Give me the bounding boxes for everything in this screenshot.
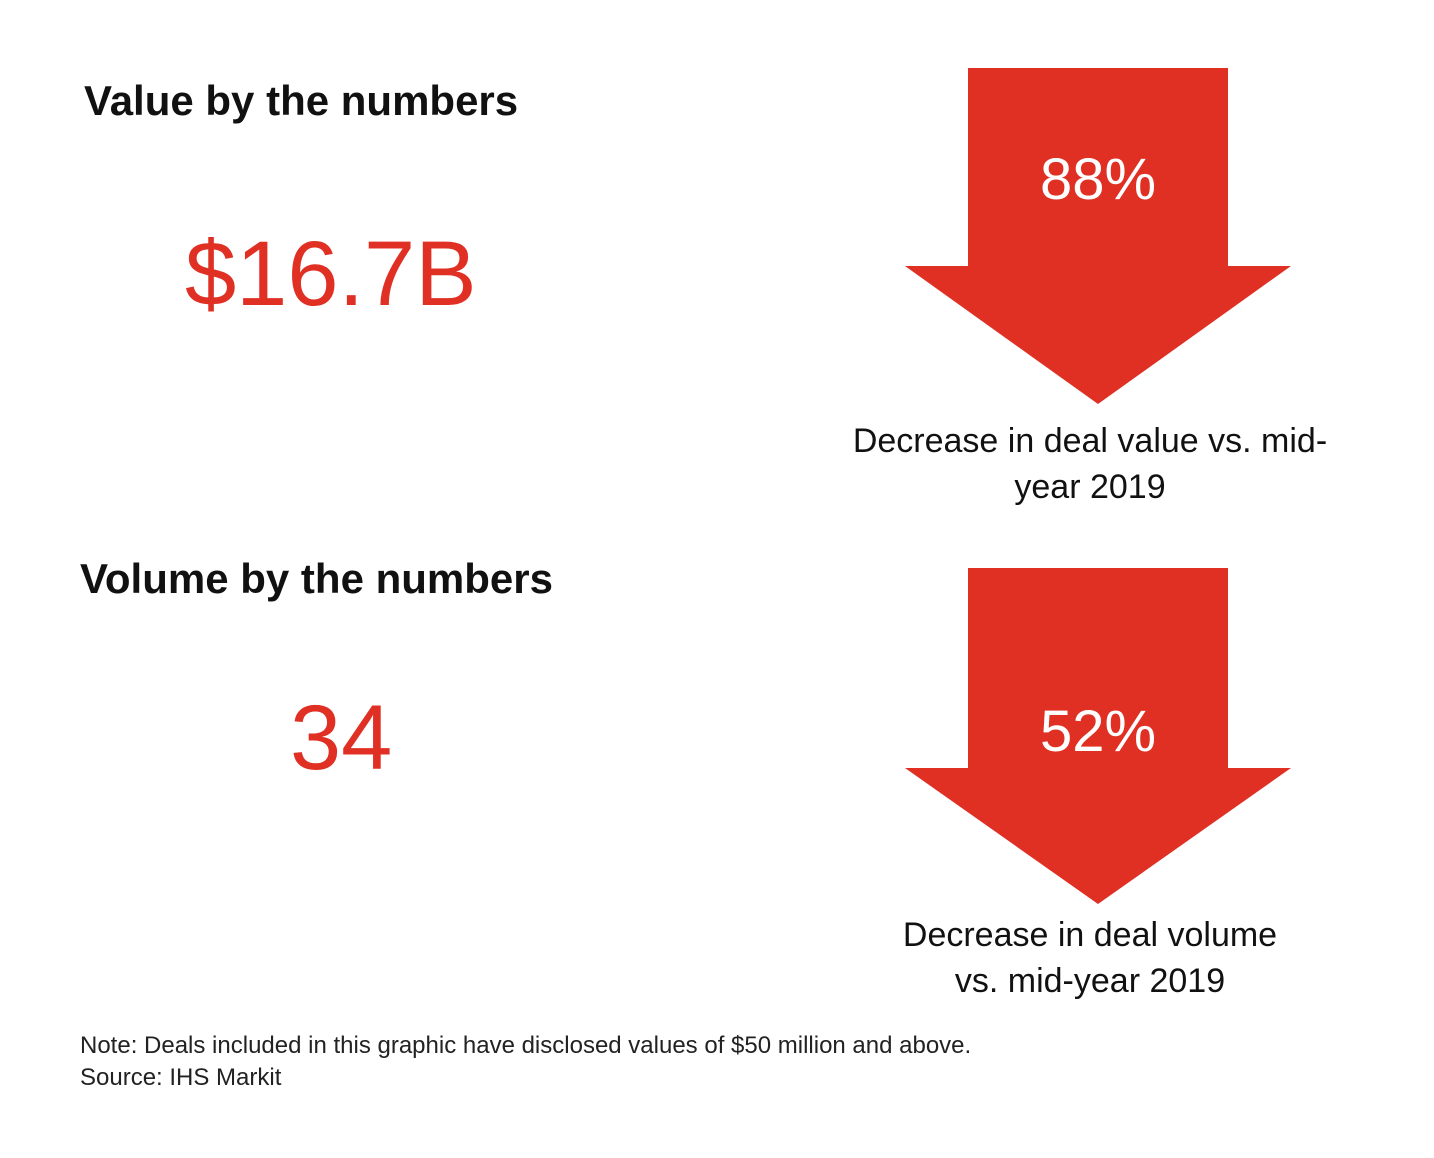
value-caption-line-1: Decrease in deal value vs. mid- — [852, 422, 1328, 460]
volume-section-heading: Volume by the numbers — [80, 555, 553, 602]
down-arrow-icon — [905, 68, 1291, 404]
footnote-source: Source: IHS Markit — [80, 1064, 282, 1091]
volume-caption-line-1: Decrease in deal volume — [902, 916, 1278, 954]
value-caption-line-2: year 2019 — [1014, 468, 1166, 506]
value-decrease-caption: Decrease in deal value vs. mid- year 201… — [810, 418, 1370, 510]
volume-caption-line-2: vs. mid-year 2019 — [954, 962, 1226, 1000]
value-decrease-arrow: 88% — [905, 68, 1291, 404]
footnote-note: Note: Deals included in this graphic hav… — [80, 1032, 972, 1059]
volume-decrease-arrow: 52% — [905, 568, 1291, 904]
deal-value-stat: $16.7B — [185, 223, 477, 325]
volume-decrease-caption: Decrease in deal volume vs. mid-year 201… — [810, 912, 1370, 1004]
down-arrow-icon — [905, 568, 1291, 904]
value-section-heading: Value by the numbers — [84, 77, 519, 124]
volume-decrease-percent: 52% — [1039, 699, 1157, 764]
value-decrease-percent: 88% — [1039, 147, 1157, 212]
deal-volume-stat: 34 — [290, 687, 393, 789]
